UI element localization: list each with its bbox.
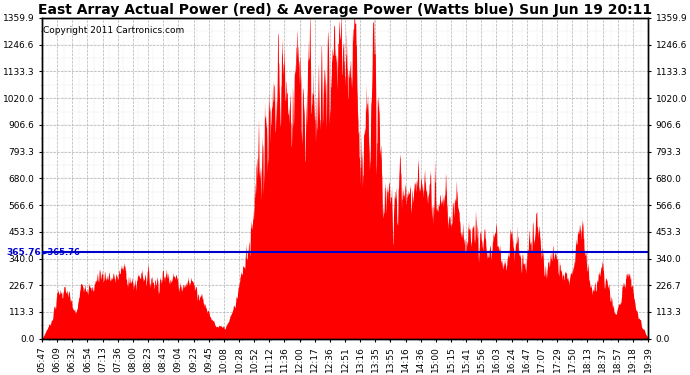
Title: East Array Actual Power (red) & Average Power (Watts blue) Sun Jun 19 20:11: East Array Actual Power (red) & Average …: [38, 3, 652, 17]
Text: 365.76: 365.76: [7, 248, 41, 257]
Text: ►365.76: ►365.76: [42, 248, 81, 257]
Text: Copyright 2011 Cartronics.com: Copyright 2011 Cartronics.com: [43, 26, 184, 35]
